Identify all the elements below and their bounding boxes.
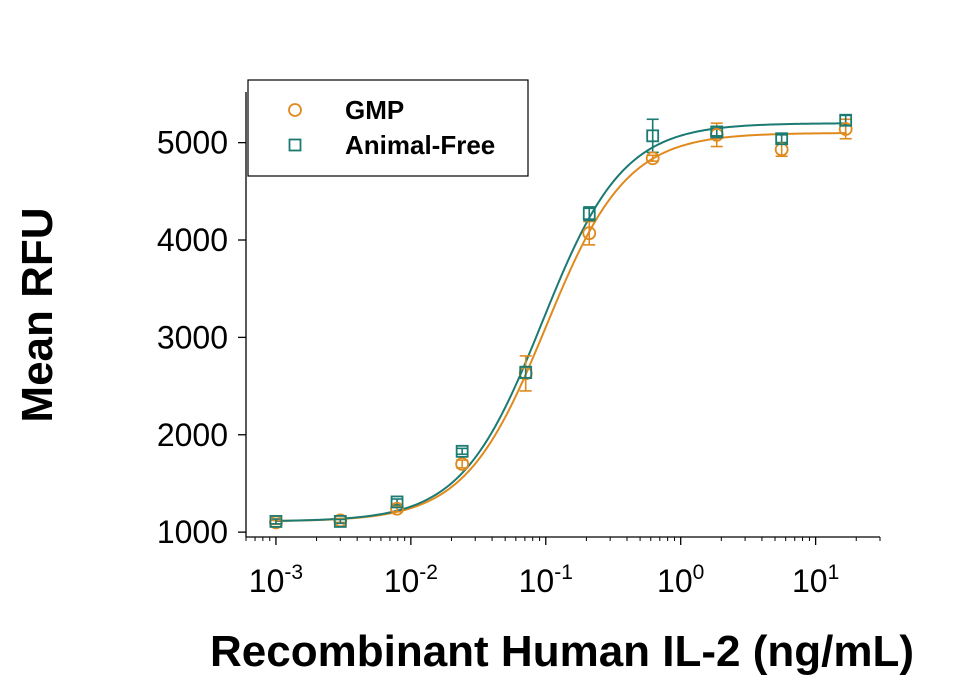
x-tick-label: 10-3 — [249, 561, 303, 599]
data-point-square — [455, 444, 469, 458]
data-point-circle — [645, 151, 660, 166]
legend: GMP Animal-Free — [247, 79, 529, 177]
data-point-square — [775, 132, 789, 146]
data-point-square — [839, 113, 853, 127]
fit-curve-circle — [275, 132, 847, 522]
fit-curves — [275, 122, 847, 522]
x-tick-label: 10-2 — [384, 561, 438, 599]
axes: 1000 2000 3000 4000 5000 10-3 10-2 10-1 100 101 — [157, 92, 881, 599]
data-point-circle — [455, 457, 470, 471]
y-tick-label: 4000 — [157, 222, 228, 258]
y-tick-label: 1000 — [157, 514, 228, 550]
y-axis-title: Mean RFU — [13, 207, 62, 422]
data-point-circle — [838, 122, 853, 136]
legend-box — [247, 79, 529, 177]
y-tick-label: 2000 — [157, 417, 228, 453]
data-point-circle — [582, 226, 597, 241]
data-point-square — [333, 515, 347, 528]
y-tick-label: 3000 — [157, 319, 228, 355]
legend-marker-square — [288, 138, 302, 152]
x-tick-label: 101 — [792, 561, 839, 599]
legend-label: GMP — [345, 95, 404, 125]
y-tick-label: 5000 — [157, 125, 228, 161]
data-markers — [269, 113, 853, 530]
x-axis-title: Recombinant Human IL-2 (ng/mL) — [210, 627, 914, 676]
fit-curve-square — [275, 122, 847, 522]
error-bars — [269, 114, 852, 526]
x-tick-label: 10-1 — [519, 561, 573, 599]
data-point-square — [710, 125, 724, 139]
data-point-square — [269, 515, 283, 528]
data-point-square — [519, 366, 533, 379]
legend-marker-circle — [288, 103, 302, 117]
data-point-square — [646, 129, 660, 143]
data-point-square — [390, 495, 404, 509]
x-tick-label: 100 — [657, 561, 704, 599]
legend-label: Animal-Free — [345, 130, 495, 160]
data-point-circle — [390, 501, 404, 516]
data-point-square — [582, 207, 596, 221]
